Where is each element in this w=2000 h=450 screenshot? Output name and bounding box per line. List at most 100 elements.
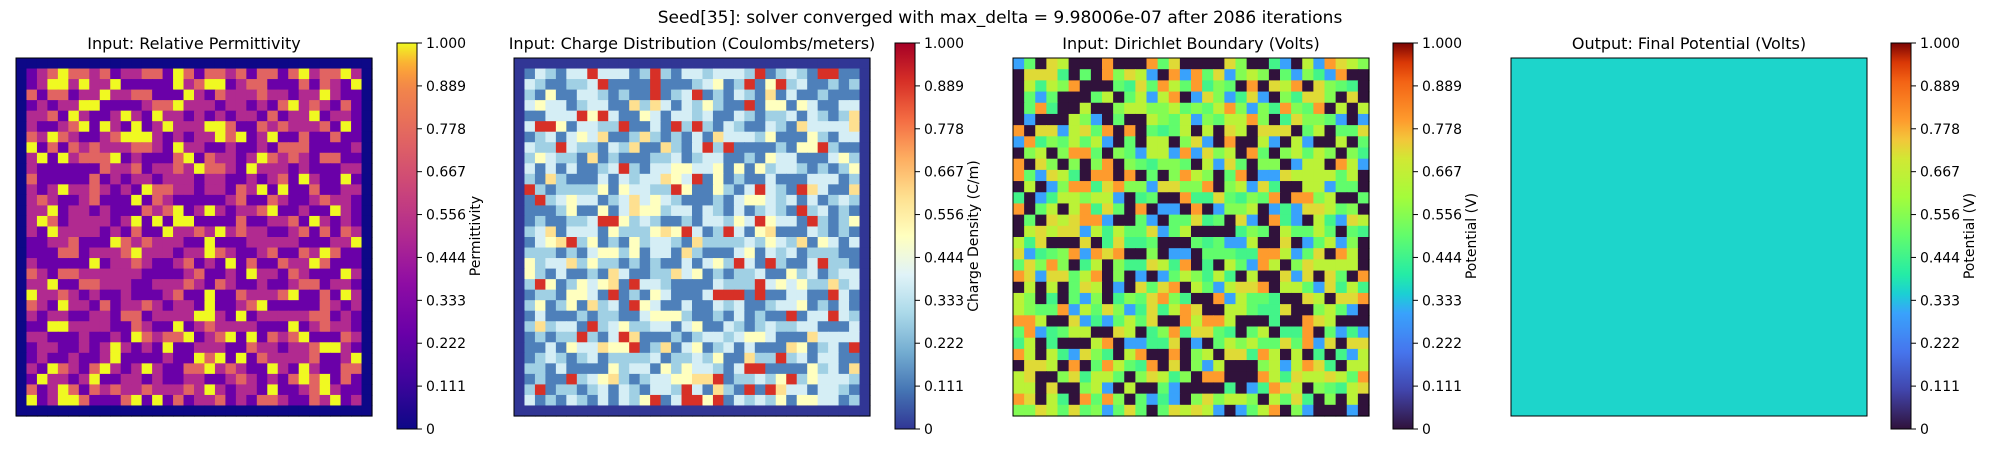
heatmap-cell: [57, 237, 69, 249]
heatmap-cell: [361, 68, 373, 80]
heatmap-cell: [754, 205, 766, 217]
heatmap-cell: [1135, 326, 1148, 339]
heatmap-cell: [277, 89, 289, 101]
heatmap-cell: [141, 279, 153, 291]
heatmap-cell: [89, 89, 101, 101]
heatmap-cell: [277, 205, 289, 217]
heatmap-cell: [120, 205, 132, 217]
heatmap-cell: [162, 173, 174, 185]
heatmap-cell: [1079, 181, 1092, 193]
heatmap-cell: [639, 384, 651, 396]
heatmap-cell: [26, 194, 38, 207]
heatmap-cell: [1346, 404, 1359, 417]
heatmap-cell: [1124, 136, 1136, 149]
heatmap-cell: [1179, 360, 1192, 372]
heatmap-cell: [597, 110, 609, 122]
heatmap-cell: [1335, 259, 1348, 272]
heatmap-cell: [214, 89, 227, 101]
heatmap-cell: [702, 373, 714, 386]
heatmap-cell: [1268, 181, 1281, 193]
heatmap-cell: [534, 289, 547, 301]
heatmap-cell: [1135, 147, 1148, 160]
heatmap-cell: [817, 205, 829, 217]
heatmap-cell: [849, 163, 861, 175]
heatmap-cell: [277, 215, 289, 228]
heatmap-cell: [68, 121, 80, 133]
heatmap-cell: [361, 405, 373, 417]
heatmap-cell: [1280, 203, 1292, 216]
heatmap-cell: [1035, 237, 1047, 249]
heatmap-cell: [1024, 326, 1036, 339]
heatmap-cell: [1013, 125, 1025, 137]
heatmap-cell: [1046, 58, 1059, 70]
heatmap-cell: [859, 79, 871, 91]
heatmap-cell: [1102, 69, 1114, 81]
heatmap-cell: [99, 237, 111, 249]
heatmap-cell: [828, 289, 840, 301]
heatmap-cell: [566, 184, 578, 196]
heatmap-cell: [214, 384, 227, 396]
heatmap-cell: [309, 289, 321, 301]
colorbar-tick-label: 0.778: [1920, 122, 1960, 138]
heatmap-cell: [141, 342, 153, 354]
heatmap-cell: [1280, 393, 1292, 406]
heatmap-cell: [524, 58, 536, 70]
heatmap-cell: [1191, 248, 1203, 260]
heatmap-cell: [235, 321, 247, 333]
heatmap-cell: [639, 342, 651, 354]
heatmap-cell: [555, 163, 567, 175]
heatmap-cell: [246, 363, 258, 375]
heatmap-cell: [1313, 315, 1326, 328]
heatmap-cell: [351, 363, 363, 375]
heatmap-cell: [1335, 348, 1348, 361]
heatmap-cell: [330, 394, 342, 407]
heatmap-cell: [1357, 337, 1370, 350]
heatmap-cell: [545, 89, 557, 101]
heatmap-cell: [1313, 113, 1326, 126]
heatmap-cell: [162, 279, 174, 291]
heatmap-cell: [1046, 125, 1059, 137]
heatmap-cell: [1291, 382, 1303, 395]
heatmap-cell: [1268, 292, 1281, 305]
heatmap-cell: [1113, 169, 1125, 182]
heatmap-cell: [78, 268, 90, 280]
heatmap-cell: [660, 131, 672, 143]
heatmap-cell: [256, 152, 268, 164]
heatmap-cell: [1113, 102, 1125, 115]
heatmap-cell: [1135, 393, 1148, 406]
heatmap-cell: [765, 205, 777, 217]
heatmap-cell: [1168, 371, 1181, 384]
heatmap-cell: [566, 321, 578, 333]
heatmap-cell: [173, 394, 185, 407]
heatmap-cell: [1268, 102, 1281, 115]
heatmap-cell: [152, 247, 164, 259]
heatmap-cell: [828, 89, 840, 101]
heatmap-cell: [298, 163, 310, 175]
heatmap-cell: [78, 173, 90, 185]
heatmap-cell: [1090, 404, 1103, 417]
heatmap-cell: [78, 373, 90, 386]
heatmap-cell: [1146, 214, 1159, 227]
colorbar-tick-label: 0.222: [1920, 336, 1960, 352]
heatmap-cell: [361, 194, 373, 207]
heatmap-cell: [246, 110, 258, 122]
heatmap-cell: [1102, 404, 1114, 417]
heatmap-cell: [1124, 125, 1136, 137]
heatmap-cell: [671, 58, 683, 70]
heatmap-cell: [796, 321, 808, 333]
heatmap-cell: [214, 363, 227, 375]
heatmap-cell: [775, 89, 787, 101]
heatmap-cell: [807, 152, 819, 164]
heatmap-cell: [78, 131, 90, 143]
heatmap-cell: [1313, 292, 1326, 305]
heatmap-cell: [1135, 192, 1148, 205]
colorbar-tick-label: 0.444: [924, 250, 964, 266]
heatmap-cell: [817, 342, 829, 354]
heatmap-cell: [183, 363, 195, 375]
heatmap-cell: [47, 79, 59, 91]
heatmap-cell: [141, 268, 153, 280]
heatmap-cell: [47, 331, 59, 343]
heatmap-cell: [1135, 404, 1148, 417]
heatmap-cell: [744, 405, 756, 417]
heatmap-cell: [1335, 371, 1348, 384]
